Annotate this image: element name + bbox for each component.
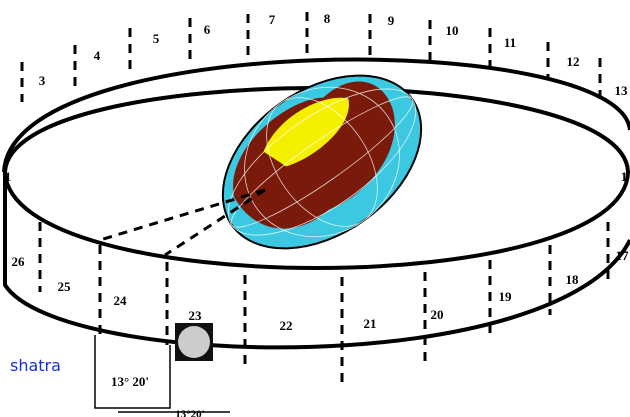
moon	[178, 326, 210, 358]
ring-outer-bottom	[3, 172, 630, 350]
segment-label: 12	[567, 54, 580, 69]
segment-label: 3	[39, 73, 46, 88]
segment-label: 17	[616, 248, 630, 263]
ring-outer-top	[2, 57, 630, 173]
globe	[221, 74, 423, 250]
sight-line	[164, 188, 266, 257]
segment-label: 25	[58, 279, 72, 294]
segment-label: 18	[566, 272, 580, 287]
segment-label: 9	[388, 13, 395, 28]
segment-label: 6	[204, 22, 211, 37]
segment-label: 8	[324, 11, 331, 26]
segment-label: 7	[269, 12, 276, 27]
sight-line	[99, 188, 266, 242]
caption: shatra	[10, 356, 61, 375]
segment-label: 1	[5, 169, 12, 184]
ring-inner-bottom	[3, 171, 630, 270]
segment-label: 11	[504, 35, 516, 50]
segment-label: 21	[364, 316, 377, 331]
bottom-dividers	[38, 222, 610, 385]
segment-label: 4	[94, 48, 101, 63]
top-dividers	[20, 12, 602, 102]
arc-label-lower: 13°20'	[175, 409, 204, 417]
arc-label: 13° 20'	[111, 374, 149, 389]
segment-label: 1	[621, 169, 628, 184]
segment-label: 23	[189, 308, 203, 323]
segment-label: 19	[499, 289, 513, 304]
arc-box	[94, 335, 171, 409]
segment-label: 5	[153, 31, 160, 46]
segment-label: 20	[431, 307, 444, 322]
segment-label: 26	[12, 254, 26, 269]
segment-label: 10	[446, 23, 459, 38]
segment-label: 22	[280, 318, 293, 333]
segment-label: 24	[114, 293, 128, 308]
segment-label: 13	[615, 83, 629, 98]
